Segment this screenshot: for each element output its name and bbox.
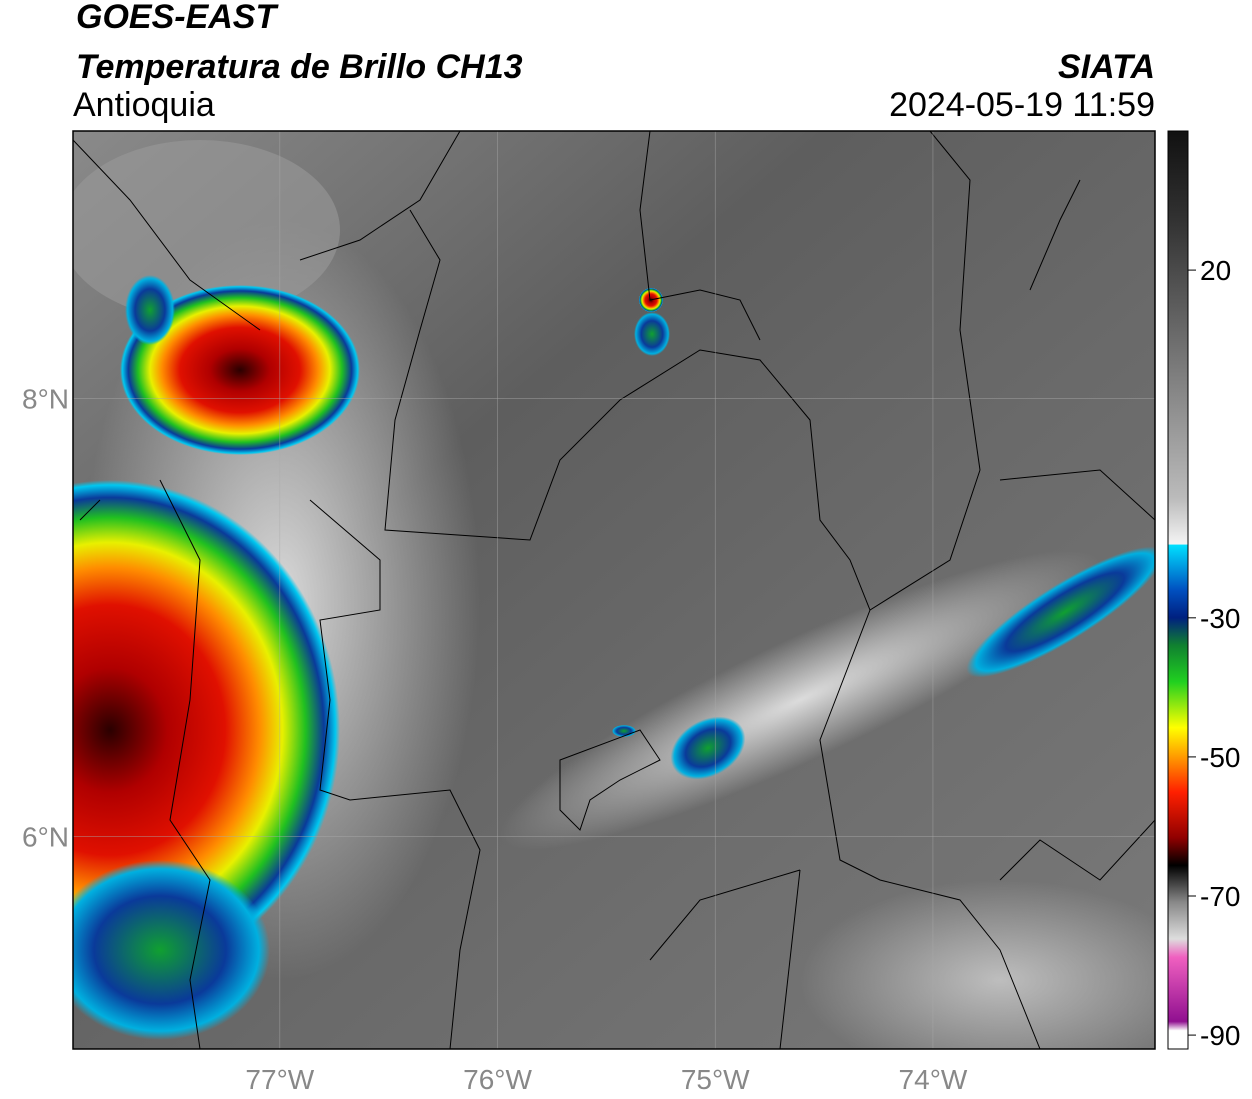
y-tick-label: 8°N (22, 383, 69, 414)
colorbar-tick-label: -90 (1200, 1020, 1240, 1051)
x-tick-label: 76°W (463, 1064, 532, 1095)
region: Antioquia (73, 86, 215, 124)
colorbar-tick-label: -30 (1200, 603, 1240, 634)
x-tick-label: 75°W (681, 1064, 750, 1095)
x-tick-label: 74°W (899, 1064, 968, 1095)
colorbar-tick-label: -70 (1200, 881, 1240, 912)
title: GOES-EAST (76, 0, 279, 36)
colorbar (1167, 130, 1189, 1050)
source: SIATA (1058, 48, 1155, 86)
map-frame (72, 130, 1156, 1050)
subtitle: Temperatura de Brillo CH13 (76, 48, 523, 86)
datetime: 2024-05-19 11:59 (889, 86, 1155, 124)
map-image (73, 131, 1155, 1049)
colorbar-tick-label: 20 (1200, 255, 1231, 286)
y-tick-label: 6°N (22, 821, 69, 852)
colorbar-tick-label: -50 (1200, 742, 1240, 773)
x-tick-label: 77°W (245, 1064, 314, 1095)
